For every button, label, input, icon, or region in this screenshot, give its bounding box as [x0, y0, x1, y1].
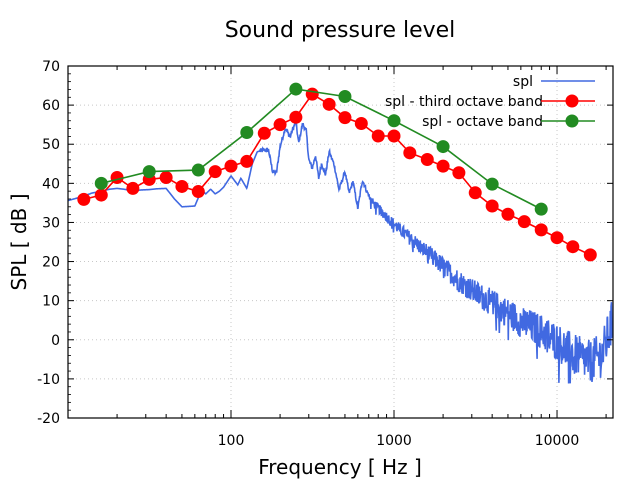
x-axis-label: Frequency [ Hz ] — [258, 455, 422, 479]
y-tick-label: 0 — [51, 333, 60, 349]
plot-border — [67, 65, 614, 419]
series-octave-point — [240, 125, 254, 139]
series-third-octave-point — [305, 87, 319, 101]
series-third-octave-point — [191, 185, 205, 199]
y-tick-label: -20 — [37, 411, 60, 427]
legend-label-third-octave: spl - third octave band — [385, 94, 543, 110]
series-third-octave-point — [550, 231, 564, 245]
series-octave-point — [142, 165, 156, 179]
series-third-octave-point — [354, 116, 368, 130]
chart-title: Sound pressure level — [225, 18, 456, 43]
series-third-octave-point — [583, 248, 597, 262]
series-third-octave-point — [387, 129, 401, 143]
series-third-octave-point — [159, 170, 173, 184]
series-octave-point — [191, 163, 205, 177]
series-third-octave-point — [468, 186, 482, 200]
series-third-octave-point — [224, 159, 238, 173]
series-third-octave-point — [436, 159, 450, 173]
legend-marker-octave — [565, 114, 579, 128]
series-octave-point — [387, 114, 401, 128]
y-tick-label: 40 — [42, 176, 60, 192]
series-third-octave-point — [403, 146, 417, 160]
y-tick-label: 20 — [42, 255, 60, 271]
series-third-octave-point — [208, 165, 222, 179]
series-third-octave-point — [517, 215, 531, 229]
series-third-octave-point — [485, 199, 499, 213]
series-third-octave-point — [126, 181, 140, 195]
series-third-octave-point — [273, 118, 287, 132]
y-axis-label: SPL [ dB ] — [7, 194, 31, 291]
series-third-octave-point — [110, 170, 124, 184]
legend: spl spl - third octave band spl - octave… — [385, 74, 595, 130]
series-octave-point — [289, 82, 303, 96]
x-tick-label: 100 — [218, 433, 245, 449]
series-third-octave-point — [420, 152, 434, 166]
axes: -20 -10 0 10 20 30 40 50 60 70 100 1000 10000 — [37, 59, 614, 449]
series-octave-line — [101, 88, 542, 210]
series-octave-point — [534, 202, 548, 216]
series-third-octave-point — [566, 240, 580, 254]
series-octave-point — [485, 177, 499, 191]
series-third-octave-point — [501, 207, 515, 221]
series-third-octave-point — [175, 179, 189, 193]
plot-series — [68, 82, 613, 384]
series-third-octave-point — [289, 110, 303, 124]
y-tick-label: 30 — [42, 215, 60, 231]
y-tick-label: 50 — [42, 137, 60, 153]
series-octave-point — [94, 176, 108, 190]
series-third-octave-point — [371, 129, 385, 143]
x-tick-label: 10000 — [535, 433, 580, 449]
y-tick-label: -10 — [37, 372, 60, 388]
series-third-octave-point — [338, 111, 352, 125]
series-octave-point — [436, 140, 450, 154]
series-third-octave-point — [94, 188, 108, 202]
legend-label-spl: spl — [513, 74, 533, 90]
y-tick-label: 70 — [42, 59, 60, 75]
y-tick-label: 10 — [42, 294, 60, 310]
series-octave-point — [338, 90, 352, 104]
legend-label-octave: spl - octave band — [422, 114, 543, 130]
series-third-octave-point — [240, 154, 254, 168]
x-tick-label: 1000 — [376, 433, 412, 449]
series-third-octave-point — [452, 166, 466, 180]
series-third-octave-point — [534, 223, 548, 237]
series-third-octave-point — [322, 97, 336, 111]
y-tick-label: 60 — [42, 98, 60, 114]
series-third-octave-point — [77, 192, 91, 206]
series-third-octave-point — [257, 126, 271, 140]
legend-marker-third-octave — [565, 94, 579, 108]
series-spl-line — [68, 119, 613, 384]
